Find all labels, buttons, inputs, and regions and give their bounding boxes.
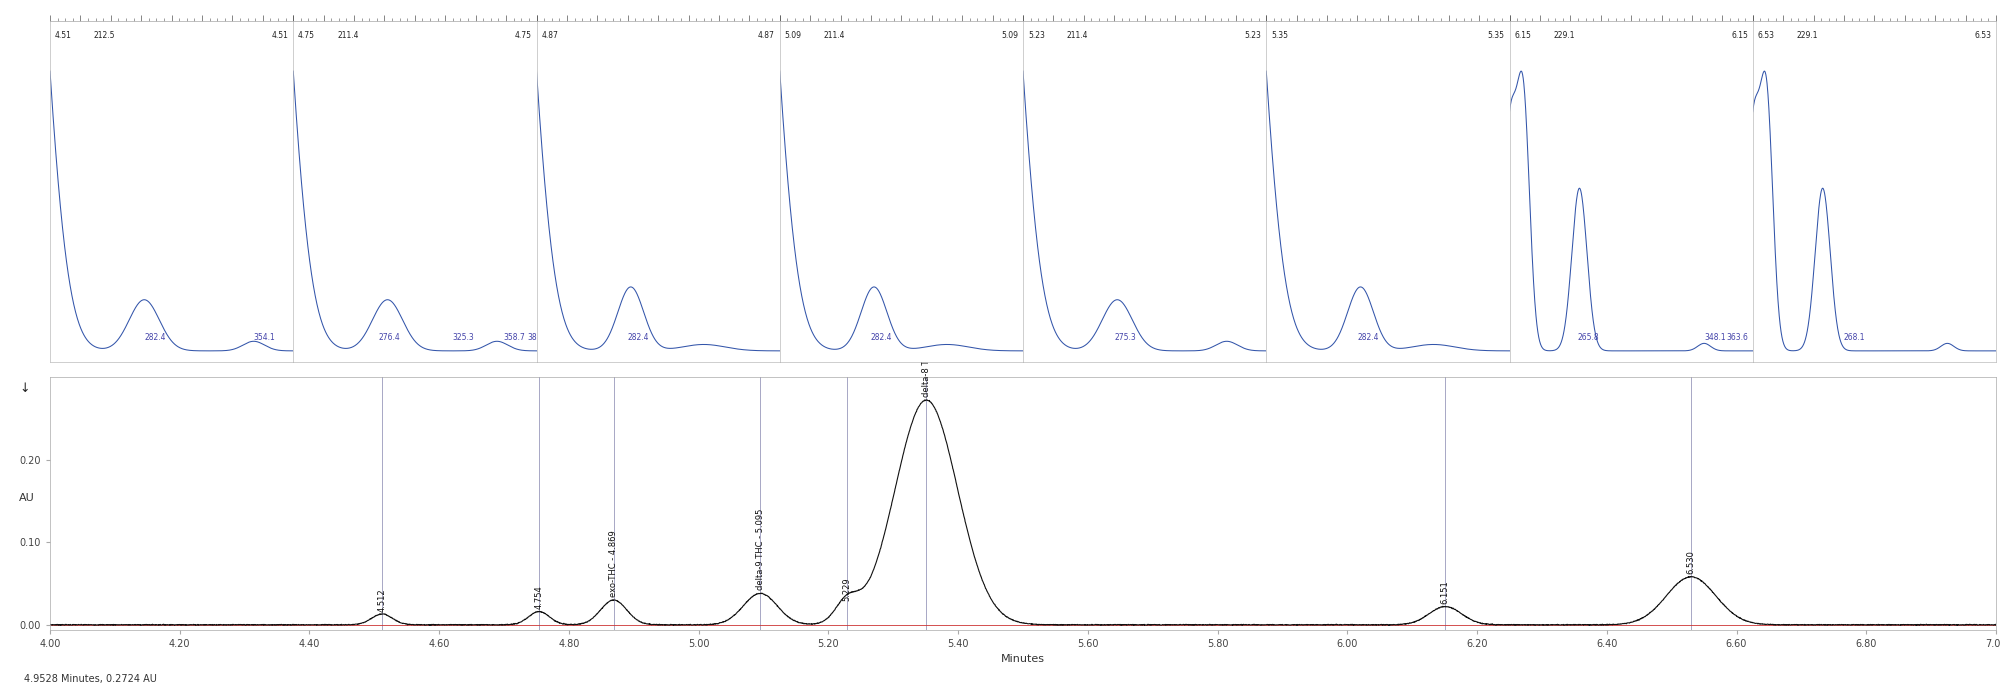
Text: 211.4: 211.4 bbox=[1066, 31, 1088, 40]
Text: 4.512: 4.512 bbox=[378, 588, 386, 612]
Text: 5.09: 5.09 bbox=[784, 31, 802, 40]
Text: 6.53: 6.53 bbox=[1974, 31, 1992, 40]
Text: 4.754: 4.754 bbox=[534, 585, 544, 609]
Text: 5.23: 5.23 bbox=[1028, 31, 1044, 40]
Text: 275.3: 275.3 bbox=[1114, 333, 1136, 342]
Text: 268.1: 268.1 bbox=[1844, 333, 1866, 342]
Text: 211.4: 211.4 bbox=[824, 31, 846, 40]
Text: 4.87: 4.87 bbox=[542, 31, 558, 40]
Text: delta-8 THC - 5.341: delta-8 THC - 5.341 bbox=[922, 315, 930, 397]
Text: exo-THC - 4.869: exo-THC - 4.869 bbox=[610, 531, 618, 597]
Text: 348.1: 348.1 bbox=[1704, 333, 1726, 342]
Text: 4.51: 4.51 bbox=[272, 31, 288, 40]
Text: 4.9528 Minutes, 0.2724 AU: 4.9528 Minutes, 0.2724 AU bbox=[24, 673, 156, 684]
Text: ↓: ↓ bbox=[20, 382, 30, 395]
Text: 363.6: 363.6 bbox=[1726, 333, 1748, 342]
Text: 382.7: 382.7 bbox=[528, 333, 550, 342]
Text: 5.35: 5.35 bbox=[1272, 31, 1288, 40]
Text: 354.1: 354.1 bbox=[254, 333, 276, 342]
Text: 5.229: 5.229 bbox=[842, 577, 852, 601]
Text: 4.75: 4.75 bbox=[298, 31, 316, 40]
Text: delta-9 THC - 5.095: delta-9 THC - 5.095 bbox=[756, 509, 764, 590]
Text: 325.3: 325.3 bbox=[452, 333, 474, 342]
X-axis label: Minutes: Minutes bbox=[1002, 655, 1044, 664]
Text: 265.8: 265.8 bbox=[1578, 333, 1600, 342]
Text: 6.151: 6.151 bbox=[1440, 581, 1450, 604]
Text: 6.15: 6.15 bbox=[1514, 31, 1532, 40]
Y-axis label: AU: AU bbox=[18, 493, 34, 503]
Text: 5.23: 5.23 bbox=[1244, 31, 1262, 40]
Text: 282.4: 282.4 bbox=[1358, 333, 1378, 342]
Text: 358.7: 358.7 bbox=[504, 333, 524, 342]
Text: 4.75: 4.75 bbox=[514, 31, 532, 40]
Text: 212.5: 212.5 bbox=[94, 31, 116, 40]
Text: 276.4: 276.4 bbox=[378, 333, 400, 342]
Text: 4.87: 4.87 bbox=[758, 31, 774, 40]
Text: 282.4: 282.4 bbox=[870, 333, 892, 342]
Text: 4.51: 4.51 bbox=[54, 31, 72, 40]
Text: 211.4: 211.4 bbox=[338, 31, 358, 40]
Text: 5.35: 5.35 bbox=[1488, 31, 1504, 40]
Text: 229.1: 229.1 bbox=[1554, 31, 1574, 40]
Text: 5.09: 5.09 bbox=[1002, 31, 1018, 40]
Text: 6.15: 6.15 bbox=[1732, 31, 1748, 40]
Text: 229.1: 229.1 bbox=[1796, 31, 1818, 40]
Text: 6.53: 6.53 bbox=[1758, 31, 1774, 40]
Text: 282.4: 282.4 bbox=[144, 333, 166, 342]
Text: 282.4: 282.4 bbox=[628, 333, 650, 342]
Text: 6.530: 6.530 bbox=[1686, 549, 1696, 574]
